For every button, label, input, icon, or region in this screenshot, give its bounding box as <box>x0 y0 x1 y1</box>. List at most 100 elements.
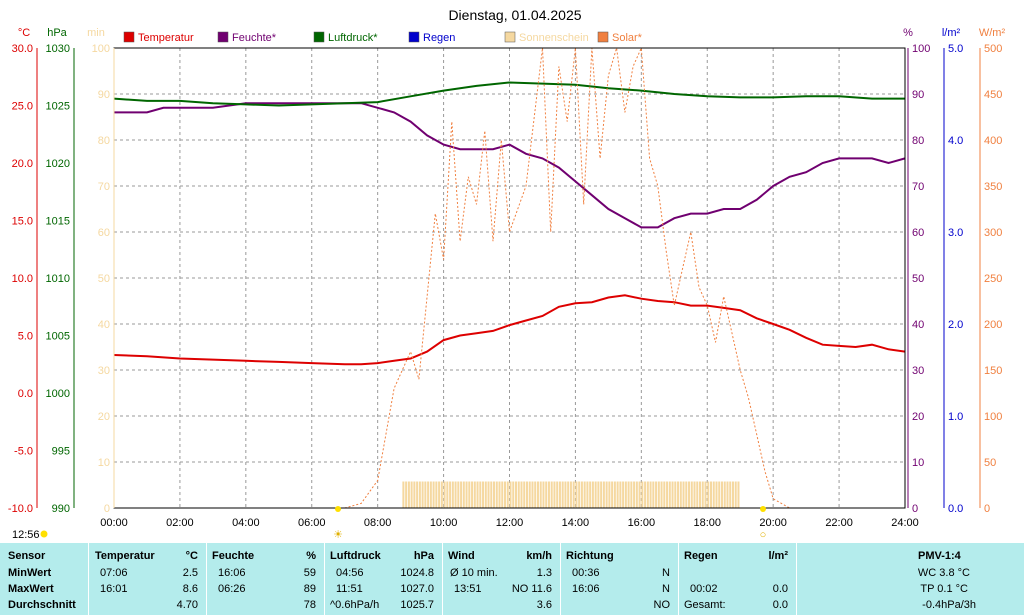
row-label-sensor: Sensor <box>8 550 46 562</box>
divider <box>678 543 679 615</box>
sunshine-bar <box>407 481 410 508</box>
row-label-max: MaxWert <box>8 583 54 595</box>
sunshine-bar <box>506 481 509 508</box>
sunshine-bar <box>677 481 680 508</box>
sunshine-bar <box>638 481 641 508</box>
chart-grid <box>114 48 905 508</box>
row-label-avg: Durchschnitt <box>8 599 76 611</box>
x-tick-label: 04:00 <box>232 517 260 529</box>
pressure-max: 1027.0 <box>400 583 434 595</box>
solar-tick-label: 500 <box>984 43 1002 55</box>
wind-avg: 3.6 <box>536 599 552 611</box>
sunshine-bar <box>591 481 594 508</box>
sunshine-bar <box>726 481 729 508</box>
x-tick-label: 10:00 <box>430 517 458 529</box>
wind-max-time: 13:51 <box>454 583 482 595</box>
sunshine-bar <box>619 481 622 508</box>
solar-tick-label: 350 <box>984 181 1002 193</box>
wind-avg-label: Ø 10 min. <box>450 567 498 579</box>
sunshine-bar <box>627 481 630 508</box>
legend-swatch <box>313 31 325 43</box>
sunshine-bar <box>616 481 619 508</box>
sunshine-bar <box>712 481 715 508</box>
pressure-unit: hPa <box>413 550 434 562</box>
solar-tick-label: 100 <box>984 411 1002 423</box>
sunshine-bar <box>734 481 737 508</box>
sunshine-tick-label: 30 <box>98 365 110 377</box>
sunshine-tick-label: 10 <box>98 457 110 469</box>
humidity-min: 59 <box>303 567 316 579</box>
sunshine-bar <box>495 481 498 508</box>
rain-max-time: 00:02 <box>690 583 718 595</box>
sunshine-bar <box>663 481 666 508</box>
divider <box>324 543 325 615</box>
humidity-tick-label: 80 <box>912 135 924 147</box>
temperature-header: Temperatur <box>95 550 155 562</box>
sunshine-bar <box>402 481 405 508</box>
sunshine-bar <box>646 481 649 508</box>
humidity-tick-label: 100 <box>912 43 930 55</box>
legend-swatch <box>217 31 229 43</box>
sunshine-bar <box>545 481 548 508</box>
sunset-marker-icon <box>760 506 766 512</box>
pressure-tick-label: 1010 <box>46 273 70 285</box>
sunshine-bar <box>465 481 468 508</box>
sunshine-bar <box>731 481 734 508</box>
sunshine-bar <box>501 481 504 508</box>
sunshine-bar <box>671 481 674 508</box>
sunshine-bar <box>490 481 493 508</box>
sunshine-bar <box>690 481 693 508</box>
sunshine-bar <box>624 481 627 508</box>
sunshine-bar <box>553 481 556 508</box>
chart-title: Dienstag, 01.04.2025 <box>448 7 581 23</box>
sunshine-bar <box>594 481 597 508</box>
x-tick-label: 18:00 <box>693 517 721 529</box>
sunshine-bar <box>460 481 463 508</box>
humidity-max-time: 06:26 <box>218 583 246 595</box>
temperature-min-time: 07:06 <box>100 567 128 579</box>
sunshine-bar <box>586 481 589 508</box>
pressure-unit-label: hPa <box>47 27 67 39</box>
pressure-tick-label: 1030 <box>46 43 70 55</box>
humidity-unit-label: % <box>903 27 913 39</box>
wind-max: NO 11.6 <box>511 583 552 595</box>
sunset-icon: ○ <box>760 529 767 541</box>
direction-min: N <box>662 567 670 579</box>
direction-max: N <box>662 583 670 595</box>
sunshine-bar <box>487 481 490 508</box>
humidity-tick-label: 0 <box>912 503 918 515</box>
rain-unit-label: l/m² <box>942 27 961 39</box>
sunshine-bar <box>468 481 471 508</box>
rain-max: 0.0 <box>772 583 788 595</box>
sunshine-bar <box>479 481 482 508</box>
humidity-header: Feuchte <box>212 550 255 562</box>
humidity-tick-label: 50 <box>912 273 924 285</box>
temperature-tick-label: 25.0 <box>12 101 33 113</box>
sunshine-bar <box>457 481 460 508</box>
solar-tick-label: 50 <box>984 457 996 469</box>
legend: Temperatur Feuchte* Luftdruck* Regen Sonnens… <box>123 31 643 44</box>
x-tick-label: 02:00 <box>166 517 194 529</box>
sunshine-bar <box>443 481 446 508</box>
sunshine-bar <box>583 481 586 508</box>
temperature-tick-label: 15.0 <box>12 216 33 228</box>
humidity-tick-label: 90 <box>912 89 924 101</box>
sunshine-bar <box>569 481 572 508</box>
temperature-max-time: 16:01 <box>100 583 128 595</box>
sunshine-tick-label: 100 <box>92 43 110 55</box>
sunshine-bar <box>602 481 605 508</box>
sunrise-icon: ☀ <box>333 529 343 541</box>
temperature-tick-label: 30.0 <box>12 43 33 55</box>
divider <box>796 543 797 615</box>
sunshine-bar <box>685 481 688 508</box>
x-tick-label: 20:00 <box>759 517 787 529</box>
sunshine-bar <box>682 481 685 508</box>
temperature-tick-label: 5.0 <box>18 331 33 343</box>
sunshine-bar <box>539 481 542 508</box>
sunshine-bar <box>416 481 419 508</box>
x-tick-label: 22:00 <box>825 517 853 529</box>
time-marker: 12:56 ☀ ○ <box>12 506 766 541</box>
divider <box>560 543 561 615</box>
axis-unit-labels: °C hPa min% l/m² W/m² <box>18 27 1006 39</box>
pressure-trend: ^0.6hPa/h <box>330 599 380 611</box>
